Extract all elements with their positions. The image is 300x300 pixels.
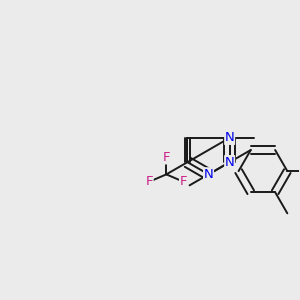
Text: F: F xyxy=(146,175,153,188)
Text: F: F xyxy=(180,175,187,188)
Text: N: N xyxy=(225,131,235,144)
Text: N: N xyxy=(204,168,213,181)
Text: F: F xyxy=(163,151,170,164)
Text: N: N xyxy=(225,156,235,169)
